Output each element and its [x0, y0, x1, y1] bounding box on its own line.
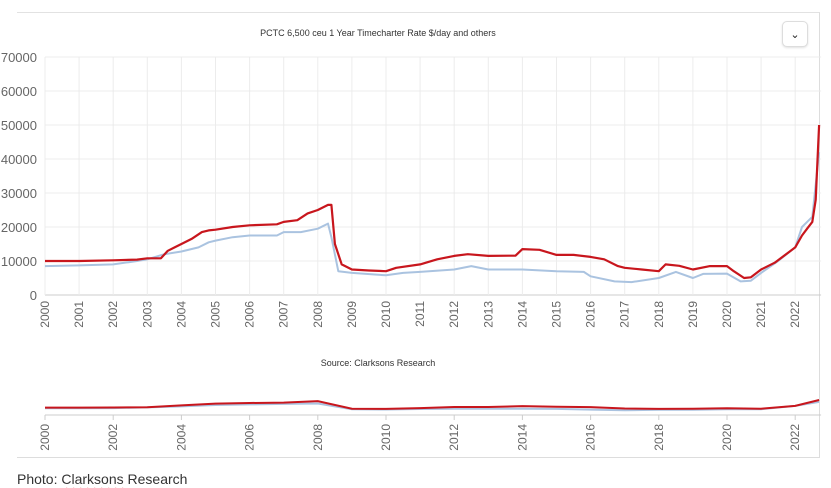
- navigator-tick-label: 2006: [243, 424, 257, 451]
- navigator-tick-label: 2014: [515, 424, 529, 451]
- photo-caption: Photo: Clarksons Research: [17, 471, 187, 487]
- x-tick-label: 2020: [720, 301, 734, 328]
- x-tick-label: 2018: [652, 301, 666, 328]
- x-tick-label: 2014: [515, 301, 529, 328]
- y-tick-label: 0: [30, 288, 37, 303]
- chart-menu-button[interactable]: ⌄: [782, 21, 808, 47]
- x-tick-label: 2022: [788, 301, 802, 328]
- chart-frame: [17, 12, 820, 458]
- x-tick-label: 2005: [209, 301, 223, 328]
- x-tick-label: 2003: [140, 301, 154, 328]
- x-tick-label: 2012: [447, 301, 461, 328]
- x-tick-label: 2017: [618, 301, 632, 328]
- y-tick-label: 40000: [1, 152, 37, 167]
- series-line: [45, 124, 821, 280]
- x-tick-label: 2011: [413, 301, 427, 327]
- navigator-tick-label: 2018: [652, 424, 666, 451]
- x-tick-label: 2016: [584, 301, 598, 328]
- x-tick-label: 2006: [243, 301, 257, 328]
- navigator-series-line: [45, 399, 820, 410]
- navigator-tick-label: 2010: [379, 424, 393, 451]
- navigator-tick-label: 2016: [584, 424, 598, 451]
- chevron-down-icon: ⌄: [790, 28, 800, 41]
- navigator-tick-label: 2004: [174, 424, 188, 451]
- navigator-tick-label: 2022: [788, 424, 802, 451]
- caption-link[interactable]: Clarksons: [61, 471, 124, 487]
- x-tick-label: 2007: [277, 301, 291, 328]
- y-tick-label: 60000: [1, 84, 37, 99]
- navigator-tick-label: 2008: [311, 424, 325, 451]
- x-tick-label: 2013: [481, 301, 495, 328]
- x-tick-label: 2010: [379, 301, 393, 328]
- caption-prefix: Photo:: [17, 471, 62, 487]
- y-tick-label: 70000: [1, 50, 37, 65]
- x-tick-label: 2009: [345, 301, 359, 328]
- x-tick-label: 2000: [38, 301, 52, 328]
- x-tick-label: 2002: [106, 301, 120, 328]
- y-tick-label: 10000: [1, 254, 37, 269]
- series-line: [44, 152, 821, 284]
- x-tick-label: 2021: [754, 301, 768, 328]
- x-tick-label: 2019: [686, 301, 700, 328]
- y-tick-label: 30000: [1, 186, 37, 201]
- navigator-tick-label: 2020: [720, 424, 734, 451]
- chart-title: PCTC 6,500 ceu 1 Year Timecharter Rate $…: [260, 28, 496, 38]
- x-tick-label: 2015: [550, 301, 564, 328]
- caption-suffix: Research: [123, 471, 188, 487]
- source-label: Source: Clarksons Research: [320, 358, 436, 368]
- navigator-tick-label: 2002: [106, 424, 120, 451]
- x-tick-label: 2001: [72, 301, 86, 328]
- x-tick-label: 2004: [174, 301, 188, 328]
- x-tick-label: 2008: [311, 301, 325, 328]
- navigator-tick-label: 2000: [38, 424, 52, 451]
- y-tick-label: 50000: [1, 118, 37, 133]
- navigator-tick-label: 2012: [447, 424, 461, 451]
- y-tick-label: 20000: [1, 220, 37, 235]
